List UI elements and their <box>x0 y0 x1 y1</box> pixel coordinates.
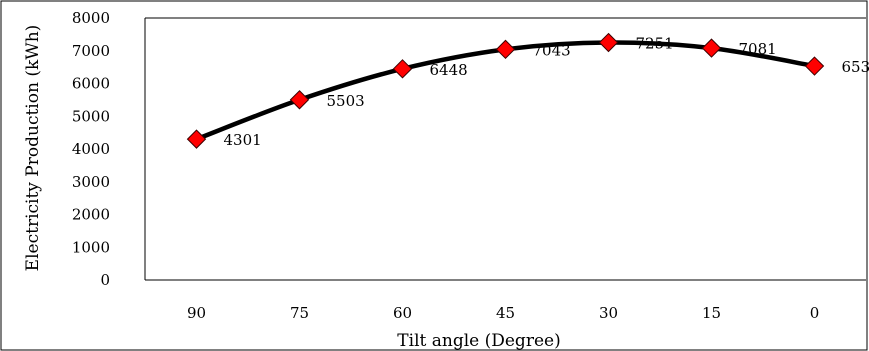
y-tick-label: 2000 <box>72 206 110 224</box>
y-axis-title: Electricity Production (kWh) <box>23 25 43 272</box>
x-tick-label: 30 <box>599 304 618 322</box>
x-tick-label: 60 <box>393 304 412 322</box>
data-point-marker <box>495 39 516 60</box>
data-point-marker <box>289 90 310 110</box>
data-point-marker <box>598 32 619 53</box>
y-tick-label: 7000 <box>72 42 110 60</box>
data-label: 6448 <box>430 61 468 79</box>
data-point-marker <box>392 59 413 79</box>
data-point-marker <box>804 56 825 76</box>
y-tick-label: 0 <box>100 271 110 289</box>
y-tick-label: 6000 <box>72 75 110 93</box>
y-tick-label: 3000 <box>72 173 110 191</box>
x-axis-title: Tilt angle (Degree) <box>397 331 560 351</box>
y-tick-label: 4000 <box>72 140 110 158</box>
x-tick-label: 90 <box>187 304 206 322</box>
data-label: 5503 <box>327 92 365 110</box>
x-tick-label: 45 <box>496 304 515 322</box>
data-label: 7251 <box>636 35 674 53</box>
data-label: 6533 <box>842 58 869 76</box>
x-tick-label: 75 <box>290 304 309 322</box>
x-tick-label: 0 <box>810 304 820 322</box>
data-label: 7081 <box>739 40 777 58</box>
y-tick-label: 8000 <box>72 9 110 27</box>
y-tick-label: 5000 <box>72 107 110 125</box>
data-point-marker <box>701 38 722 58</box>
data-point-marker <box>186 129 207 149</box>
data-label: 4301 <box>224 131 262 149</box>
y-tick-label: 1000 <box>72 238 110 256</box>
data-label: 7043 <box>533 41 571 59</box>
x-tick-label: 15 <box>702 304 721 322</box>
